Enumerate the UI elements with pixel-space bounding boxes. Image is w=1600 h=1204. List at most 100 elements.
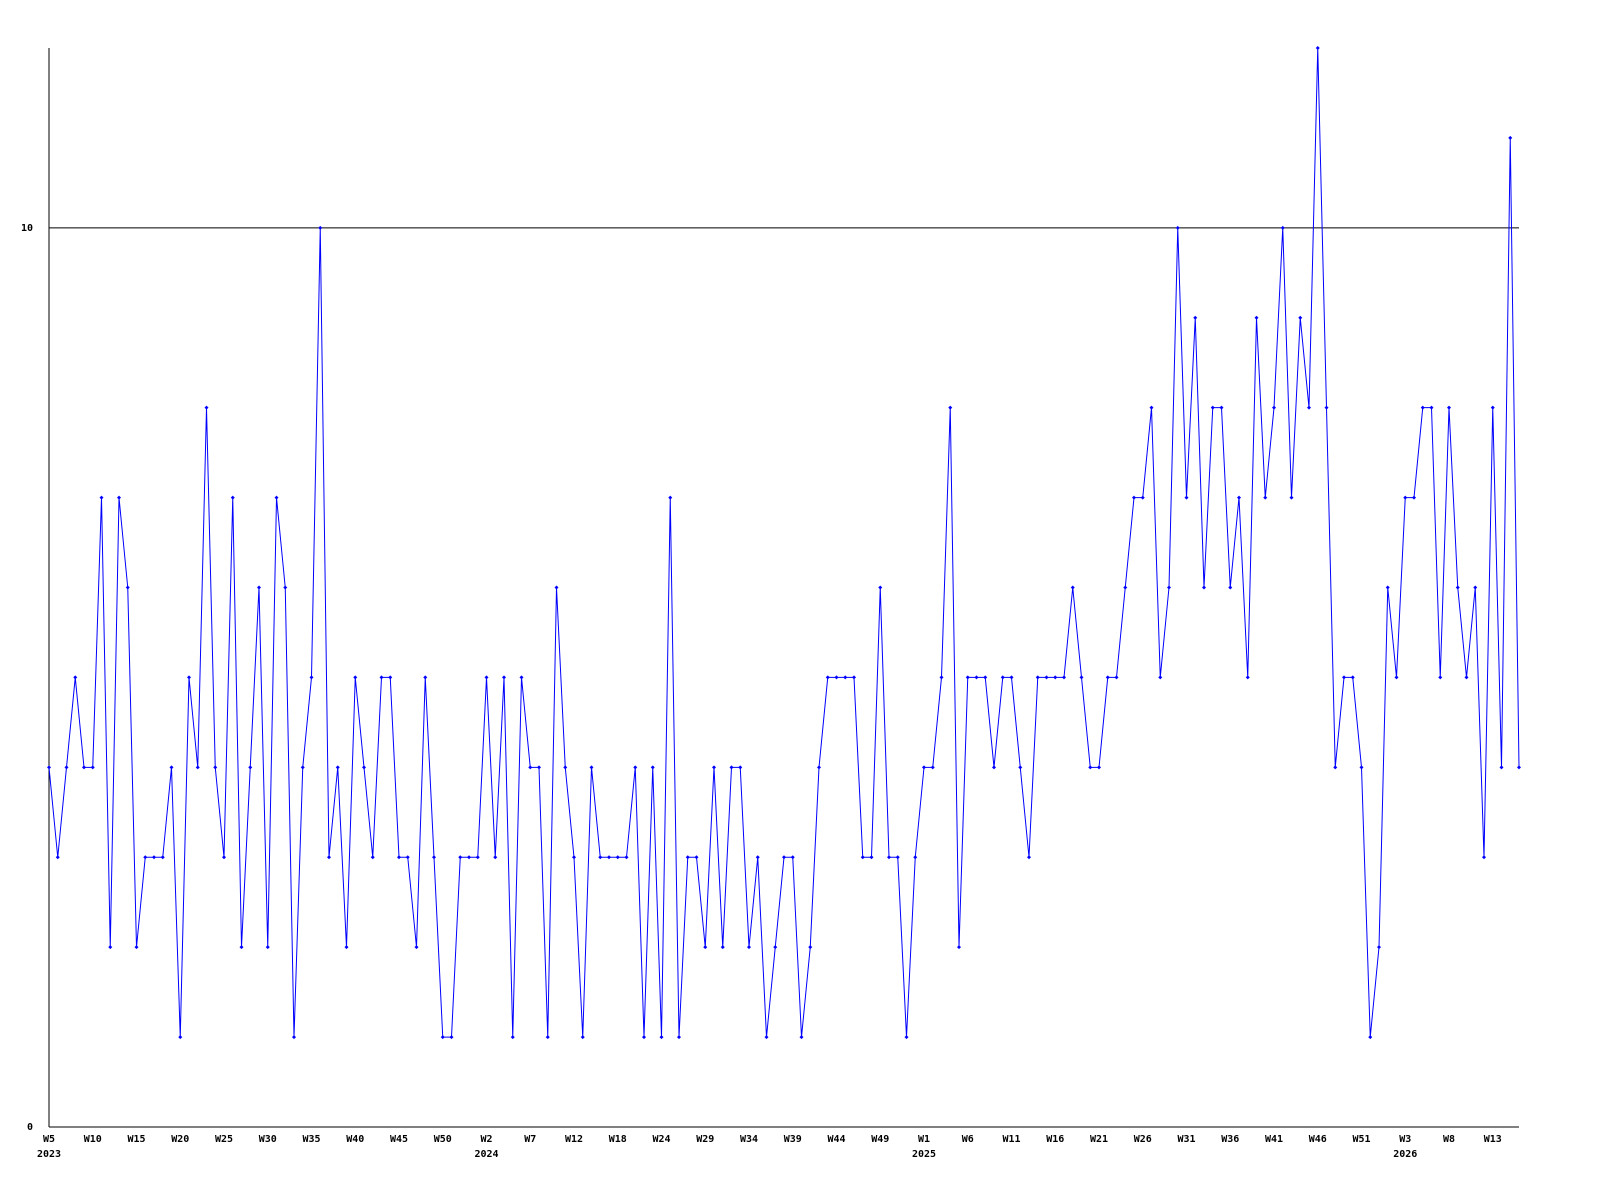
data-point: [1000, 675, 1005, 680]
x-tick-label: W45: [390, 1134, 408, 1145]
data-point: [1070, 585, 1075, 590]
data-point: [1009, 675, 1014, 680]
data-point: [992, 765, 996, 770]
data-point: [825, 675, 830, 680]
data-point: [414, 945, 419, 950]
x-tick-label: W35: [302, 1134, 320, 1145]
x-tick-label: W29: [696, 1134, 714, 1145]
data-point: [563, 765, 568, 770]
data-point: [598, 855, 603, 860]
data-point: [1368, 1035, 1373, 1040]
data-point: [257, 585, 261, 590]
data-point: [650, 765, 655, 770]
data-point: [90, 765, 95, 770]
data-point: [108, 945, 113, 950]
data-point: [1097, 765, 1101, 770]
x-tick-label: W51: [1352, 1134, 1370, 1145]
data-point: [47, 765, 51, 770]
data-point: [1350, 675, 1355, 680]
data-point: [860, 855, 865, 860]
data-point: [808, 945, 813, 950]
data-point: [274, 495, 279, 500]
data-point: [1132, 495, 1136, 500]
data-point: [668, 495, 673, 500]
data-point: [659, 1035, 664, 1040]
x-tick-label: W41: [1265, 1134, 1283, 1145]
data-point: [729, 765, 734, 770]
data-point: [475, 855, 480, 860]
data-point: [572, 855, 576, 860]
data-point: [467, 855, 471, 860]
x-tick-label: W5: [43, 1134, 55, 1145]
data-point: [1202, 585, 1206, 590]
data-point: [1342, 675, 1346, 680]
data-point: [764, 1035, 769, 1040]
data-point: [799, 1035, 804, 1040]
data-point: [755, 855, 760, 860]
data-point: [1272, 405, 1276, 410]
data-point: [82, 765, 86, 770]
data-point: [99, 495, 104, 500]
data-point: [405, 855, 410, 860]
data-point: [694, 855, 699, 860]
data-point: [1079, 675, 1084, 680]
x-year-label: 2024: [474, 1149, 498, 1160]
data-point: [615, 855, 620, 860]
x-tick-label: W16: [1046, 1134, 1064, 1145]
data-point: [633, 765, 638, 770]
x-tick-label: W26: [1134, 1134, 1152, 1145]
data-point: [1228, 585, 1233, 590]
data-point: [720, 945, 725, 950]
data-point: [213, 765, 218, 770]
data-point: [834, 675, 839, 680]
data-point: [1464, 675, 1469, 680]
data-point: [432, 855, 436, 860]
data-point: [327, 855, 331, 860]
x-year-label: 2025: [912, 1149, 936, 1160]
data-point: [930, 765, 935, 770]
data-point: [230, 495, 235, 500]
data-point: [948, 405, 953, 410]
data-point: [939, 675, 944, 680]
data-point: [195, 765, 200, 770]
data-point: [1385, 585, 1390, 590]
data-point: [344, 945, 349, 950]
data-point: [125, 585, 130, 590]
data-point: [1219, 405, 1224, 410]
x-tick-label: W10: [84, 1134, 102, 1145]
data-point: [878, 585, 883, 590]
data-point: [1018, 765, 1023, 770]
data-point: [1105, 675, 1110, 680]
data-point: [983, 675, 988, 680]
y-tick-label: 10: [21, 223, 33, 234]
data-point: [1158, 675, 1163, 680]
data-point: [607, 855, 611, 860]
x-tick-label: W12: [565, 1134, 583, 1145]
x-tick-label: W7: [524, 1134, 536, 1145]
x-tick-label: W6: [962, 1134, 974, 1145]
data-point: [1114, 675, 1119, 680]
data-point: [1420, 405, 1425, 410]
x-tick-label: W39: [784, 1134, 802, 1145]
data-point: [423, 675, 428, 680]
data-point: [974, 675, 979, 680]
data-point: [204, 405, 209, 410]
data-point: [370, 855, 375, 860]
data-point: [1237, 495, 1241, 500]
y-tick-label: 0: [27, 1122, 33, 1133]
data-point: [248, 765, 253, 770]
data-point: [178, 1035, 183, 1040]
data-point: [64, 765, 69, 770]
data-point: [143, 855, 148, 860]
data-point: [642, 1035, 646, 1040]
data-point: [913, 855, 918, 860]
data-point: [160, 855, 165, 860]
data-point: [537, 765, 541, 770]
x-year-label: 2026: [1393, 1149, 1417, 1160]
x-tick-label: W49: [871, 1134, 889, 1145]
data-line: [48, 47, 1520, 1038]
data-point: [397, 855, 401, 860]
data-point: [309, 675, 314, 680]
x-tick-label: W30: [259, 1134, 277, 1145]
data-point: [1245, 675, 1250, 680]
